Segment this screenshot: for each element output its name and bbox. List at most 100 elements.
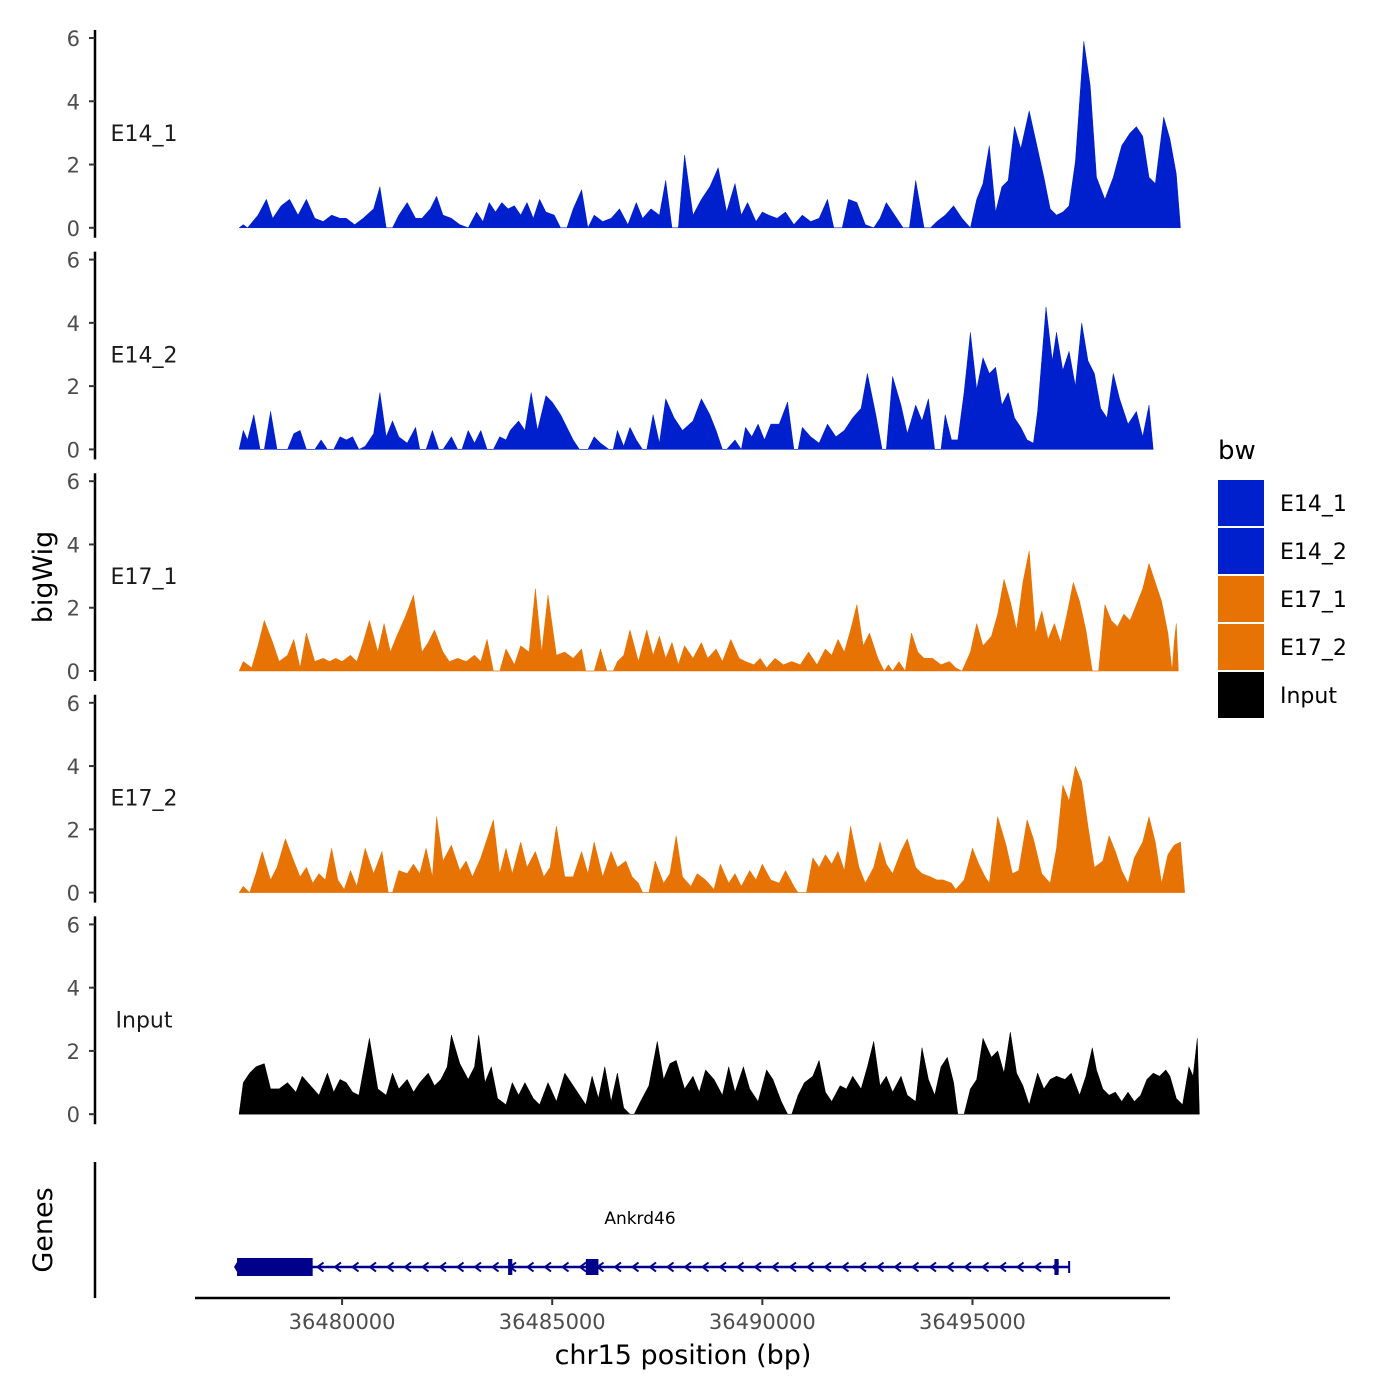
- strand-arrow-icon: [910, 1261, 920, 1273]
- gene-model-ankrd46: [234, 1258, 1071, 1276]
- y-tick-label-Input-0: 0: [67, 1103, 80, 1127]
- y-tick-label-E14_1-4: 4: [67, 90, 80, 114]
- legend-swatch-Input: [1218, 672, 1264, 718]
- track-label-E17_2: E17_2: [111, 787, 178, 812]
- strand-arrow-icon: [578, 1261, 587, 1273]
- gene-exon-0: [237, 1258, 313, 1276]
- y-tick-label-E17_2-2: 2: [67, 818, 80, 842]
- strand-arrow-icon: [560, 1261, 570, 1273]
- track-E14_1: 0 2 4 6 E14_1: [67, 27, 1181, 241]
- signal-area-E17_1: [238, 550, 1179, 672]
- strand-arrow-icon: [403, 1261, 412, 1273]
- gene-name-label: Ankrd46: [604, 1209, 675, 1229]
- y-tick-label-Input-4: 4: [67, 977, 80, 1001]
- strand-arrow-icon: [998, 1261, 1007, 1273]
- strand-arrow-icon: [753, 1261, 762, 1273]
- gene-exon-2: [585, 1259, 599, 1275]
- strand-arrow-icon: [823, 1261, 832, 1273]
- track-label-E17_1: E17_1: [111, 565, 178, 590]
- strand-arrow-icon: [490, 1261, 500, 1273]
- strand-arrow-icon: [333, 1261, 342, 1273]
- strand-arrow-icon: [420, 1261, 430, 1273]
- y-tick-label-E14_1-6: 6: [67, 27, 80, 51]
- strand-arrow-icon: [945, 1261, 955, 1273]
- legend-swatch-E17_2: [1218, 624, 1264, 670]
- gene-track: Genes Ankrd46: [28, 1162, 1071, 1298]
- y-tick-label-Input-2: 2: [67, 1040, 80, 1064]
- track-label-E14_2: E14_2: [111, 344, 178, 369]
- track-E17_2: 0 2 4 6 E17_2: [67, 692, 1185, 906]
- strand-arrow-icon: [350, 1261, 360, 1273]
- legend-label-E14_2: E14_2: [1280, 540, 1347, 565]
- strand-arrow-icon: [438, 1261, 447, 1273]
- legend-label-Input: Input: [1280, 684, 1337, 709]
- track-E14_2: 0 2 4 6 E14_2: [67, 249, 1154, 462]
- y-tick-label-E17_1-0: 0: [67, 660, 80, 684]
- y-tick-label-E14_2-2: 2: [67, 375, 80, 399]
- strand-arrow-icon: [613, 1261, 622, 1273]
- y-axis-title-group: bigWig: [28, 531, 59, 624]
- x-tick-label-1: 36485000: [499, 1310, 606, 1334]
- strand-arrow-icon: [683, 1261, 692, 1273]
- gene-exon-1: [508, 1259, 513, 1275]
- strand-arrow-icon: [805, 1261, 815, 1273]
- strand-arrow-icon: [770, 1261, 780, 1273]
- track-label-E14_1: E14_1: [111, 122, 178, 147]
- y-tick-label-E17_2-0: 0: [67, 882, 80, 906]
- x-axis-title: chr15 position (bp): [555, 1340, 812, 1371]
- y-tick-label-E17_1-4: 4: [67, 533, 80, 557]
- legend-swatch-E14_1: [1218, 480, 1264, 526]
- signal-area-E14_2: [238, 306, 1154, 450]
- strand-arrow-icon: [630, 1261, 640, 1273]
- strand-arrow-icon: [368, 1261, 377, 1273]
- strand-arrow-icon: [473, 1261, 482, 1273]
- strand-arrow-icon: [980, 1261, 990, 1273]
- y-tick-label-E17_1-6: 6: [67, 470, 80, 494]
- strand-arrow-icon: [665, 1261, 675, 1273]
- legend-label-E17_1: E17_1: [1280, 588, 1347, 613]
- track-Input: 0 2 4 6 Input: [67, 913, 1200, 1127]
- strand-arrow-icon: [455, 1261, 465, 1273]
- strand-arrow-icon: [315, 1261, 325, 1273]
- signal-area-Input: [238, 1031, 1200, 1115]
- y-tick-label-E17_2-6: 6: [67, 692, 80, 716]
- signal-area-E17_2: [238, 765, 1185, 893]
- signal-tracks: 0 2 4 6 E14_1 0 2 4 6 E14_2 0 2 4 6 E17_1 0 2 4 6 E17_2 0 2 4 6…: [67, 27, 1200, 1127]
- gene-exon-3: [1054, 1259, 1059, 1275]
- strand-arrow-icon: [875, 1261, 885, 1273]
- strand-arrow-icon: [735, 1261, 745, 1273]
- x-tick-label-3: 36495000: [919, 1310, 1026, 1334]
- legend-swatch-E14_2: [1218, 528, 1264, 574]
- legend-label-E17_2: E17_2: [1280, 636, 1347, 661]
- y-tick-label-E17_1-2: 2: [67, 597, 80, 621]
- gene-start-cap: [234, 1262, 238, 1272]
- track-label-Input: Input: [116, 1008, 173, 1033]
- y-tick-label-E14_1-0: 0: [67, 217, 80, 241]
- strand-arrow-icon: [858, 1261, 867, 1273]
- x-tick-label-0: 36480000: [289, 1310, 396, 1334]
- x-axis: chr15 position (bp) 36480000 36485000 3649…: [195, 1296, 1170, 1371]
- strand-arrow-icon: [1015, 1261, 1025, 1273]
- y-tick-label-E14_2-0: 0: [67, 438, 80, 462]
- track-E17_1: 0 2 4 6 E17_1: [67, 470, 1179, 684]
- signal-area-E14_1: [238, 40, 1181, 229]
- strand-arrow-icon: [928, 1261, 937, 1273]
- strand-arrow-icon: [963, 1261, 972, 1273]
- strand-arrow-icon: [840, 1261, 850, 1273]
- x-tick-label-2: 36490000: [709, 1310, 816, 1334]
- y-tick-label-Input-6: 6: [67, 913, 80, 937]
- y-tick-label-E14_2-4: 4: [67, 312, 80, 336]
- legend-label-E14_1: E14_1: [1280, 492, 1347, 517]
- strand-arrow-icon: [893, 1261, 902, 1273]
- legend-swatch-E17_1: [1218, 576, 1264, 622]
- strand-arrow-icon: [1033, 1261, 1042, 1273]
- genes-axis-title: Genes: [28, 1187, 59, 1272]
- y-axis-title: bigWig: [28, 531, 59, 624]
- legend: bw E14_1 E14_2 E17_1 E17_2 Input: [1218, 436, 1347, 718]
- strand-arrow-icon: [543, 1261, 552, 1273]
- strand-arrow-icon: [385, 1261, 395, 1273]
- strand-arrow-icon: [648, 1261, 657, 1273]
- y-tick-label-E14_2-6: 6: [67, 249, 80, 273]
- strand-arrow-icon: [718, 1261, 727, 1273]
